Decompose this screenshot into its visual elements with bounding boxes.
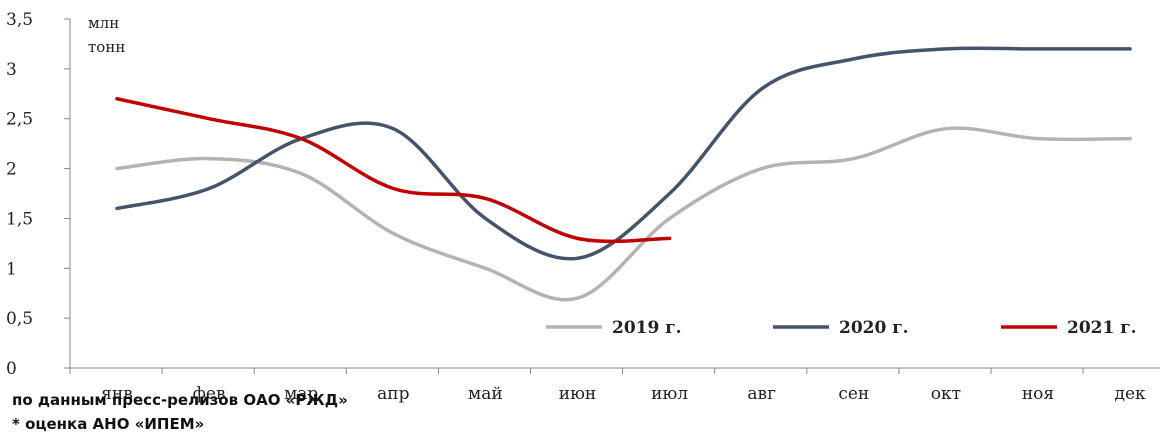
x-tick-label: сен <box>838 384 869 404</box>
x-tick-label: июл <box>651 384 688 404</box>
y-axis-unit-label: млн тонн <box>88 14 125 56</box>
x-tick-label: фев <box>193 384 226 404</box>
series-line-2 <box>115 46 1132 261</box>
x-tick-label: ноя <box>1022 384 1054 404</box>
legend-label: 2019 г. <box>612 318 682 338</box>
y-tick-label: 0,5 <box>6 309 33 329</box>
legend-label: 2021 г. <box>1067 318 1137 338</box>
legend-item-1: 2019 г. <box>546 318 682 338</box>
y-axis: 0 0,5 1 1,5 2 2,5 3 3,5 <box>6 10 71 379</box>
y-tick-label: 3,5 <box>6 10 33 30</box>
legend-item-2: 2020 г. <box>773 318 909 338</box>
x-tick-label: дек <box>1115 384 1147 404</box>
legend: 2019 г. 2020 г. 2021 г. <box>546 318 1137 338</box>
unit-label-line: тонн <box>88 38 125 56</box>
y-tick-label: 1 <box>6 259 17 279</box>
unit-label-line: млн <box>88 14 119 32</box>
series-line-1 <box>115 126 1132 302</box>
x-tick-label: янв <box>101 384 133 404</box>
footnotes: по данным пресс-релизов ОАО «РЖД» * оцен… <box>12 388 348 436</box>
x-tick-label: мар <box>284 384 318 404</box>
y-tick-label: 1,5 <box>6 209 33 229</box>
legend-label: 2020 г. <box>839 318 909 338</box>
series-lines <box>115 46 1132 302</box>
x-tick-label: май <box>468 384 503 404</box>
estimate-note: * оценка АНО «ИПЕМ» <box>12 415 205 433</box>
y-tick-label: 2,5 <box>6 110 33 130</box>
y-tick-label: 0 <box>6 359 17 379</box>
x-axis: янв фев мар апр май июн июл авг сен окт ноя дек <box>69 367 1160 404</box>
y-tick-label: 2 <box>6 160 17 180</box>
x-tick-label: окт <box>931 384 961 404</box>
series-line-3 <box>115 97 672 244</box>
y-tick-label: 3 <box>6 60 17 80</box>
source-note: по данным пресс-релизов ОАО «РЖД» <box>12 391 348 409</box>
x-tick-label: авг <box>747 384 776 404</box>
legend-item-3: 2021 г. <box>1001 318 1137 338</box>
x-tick-label: июн <box>559 384 596 404</box>
x-tick-label: апр <box>377 384 409 404</box>
